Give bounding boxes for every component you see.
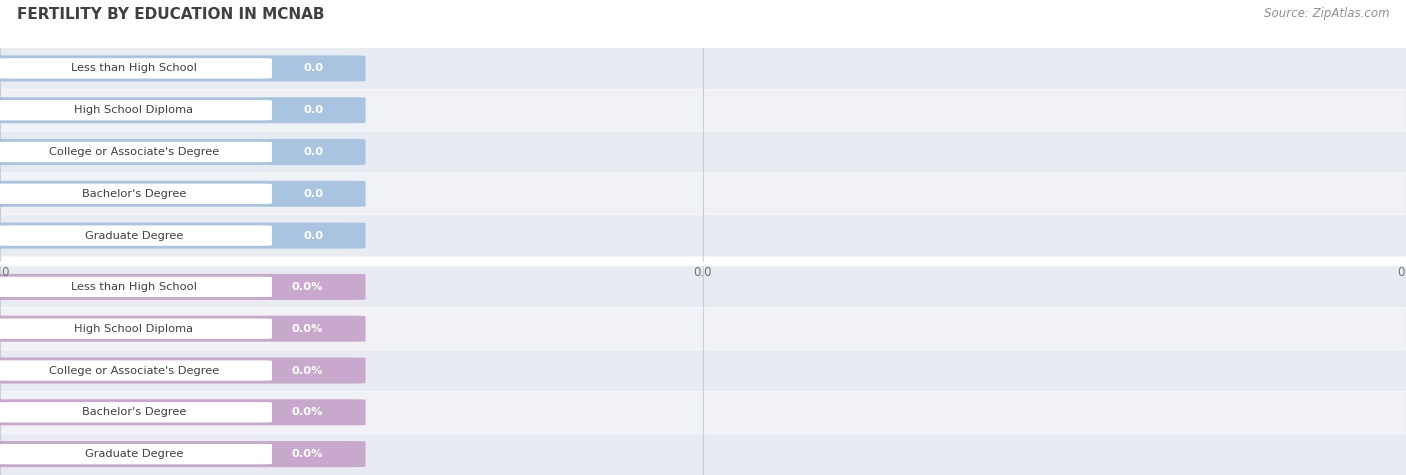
FancyBboxPatch shape (0, 142, 271, 162)
FancyBboxPatch shape (0, 402, 271, 422)
Text: College or Associate's Degree: College or Associate's Degree (49, 365, 219, 376)
Text: Bachelor's Degree: Bachelor's Degree (82, 407, 186, 418)
Text: Graduate Degree: Graduate Degree (84, 230, 183, 241)
FancyBboxPatch shape (0, 48, 1406, 89)
FancyBboxPatch shape (0, 173, 1406, 214)
Text: 0.0: 0.0 (304, 63, 323, 74)
Text: Less than High School: Less than High School (70, 63, 197, 74)
Text: FERTILITY BY EDUCATION IN MCNAB: FERTILITY BY EDUCATION IN MCNAB (17, 7, 325, 22)
FancyBboxPatch shape (0, 316, 366, 342)
FancyBboxPatch shape (0, 139, 366, 165)
FancyBboxPatch shape (0, 319, 271, 339)
FancyBboxPatch shape (0, 308, 1406, 349)
FancyBboxPatch shape (0, 226, 271, 246)
FancyBboxPatch shape (0, 181, 366, 207)
Text: Bachelor's Degree: Bachelor's Degree (82, 189, 186, 199)
FancyBboxPatch shape (0, 90, 1406, 131)
FancyBboxPatch shape (0, 361, 271, 380)
FancyBboxPatch shape (0, 184, 271, 204)
FancyBboxPatch shape (0, 444, 271, 464)
Text: 0.0%: 0.0% (292, 282, 323, 292)
FancyBboxPatch shape (0, 223, 366, 248)
FancyBboxPatch shape (0, 100, 271, 120)
Text: 0.0: 0.0 (304, 105, 323, 115)
Text: 0.0%: 0.0% (292, 407, 323, 418)
FancyBboxPatch shape (0, 358, 366, 383)
Text: 0.0%: 0.0% (292, 323, 323, 334)
Text: Less than High School: Less than High School (70, 282, 197, 292)
FancyBboxPatch shape (0, 97, 366, 123)
FancyBboxPatch shape (0, 277, 271, 297)
FancyBboxPatch shape (0, 215, 1406, 256)
Text: 0.0: 0.0 (304, 189, 323, 199)
FancyBboxPatch shape (0, 441, 366, 467)
FancyBboxPatch shape (0, 266, 1406, 307)
Text: 0.0%: 0.0% (292, 365, 323, 376)
FancyBboxPatch shape (0, 350, 1406, 391)
FancyBboxPatch shape (0, 434, 1406, 475)
FancyBboxPatch shape (0, 132, 1406, 172)
FancyBboxPatch shape (0, 56, 366, 81)
Text: 0.0: 0.0 (304, 147, 323, 157)
Text: 0.0%: 0.0% (292, 449, 323, 459)
Text: 0.0: 0.0 (304, 230, 323, 241)
FancyBboxPatch shape (0, 392, 1406, 433)
Text: High School Diploma: High School Diploma (75, 105, 194, 115)
FancyBboxPatch shape (0, 274, 366, 300)
Text: Source: ZipAtlas.com: Source: ZipAtlas.com (1264, 7, 1389, 20)
FancyBboxPatch shape (0, 58, 271, 78)
Text: College or Associate's Degree: College or Associate's Degree (49, 147, 219, 157)
Text: Graduate Degree: Graduate Degree (84, 449, 183, 459)
FancyBboxPatch shape (0, 399, 366, 425)
Text: High School Diploma: High School Diploma (75, 323, 194, 334)
